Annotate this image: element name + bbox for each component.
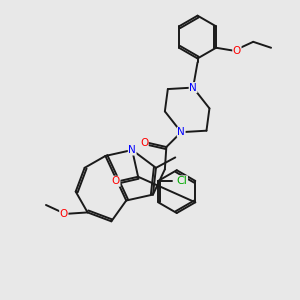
Text: Cl: Cl <box>177 176 188 186</box>
Text: N: N <box>189 82 197 93</box>
Text: O: O <box>233 46 241 56</box>
Text: O: O <box>112 176 120 186</box>
Text: O: O <box>60 209 68 219</box>
Text: N: N <box>177 127 185 137</box>
Text: O: O <box>140 138 148 148</box>
Text: N: N <box>128 145 136 155</box>
